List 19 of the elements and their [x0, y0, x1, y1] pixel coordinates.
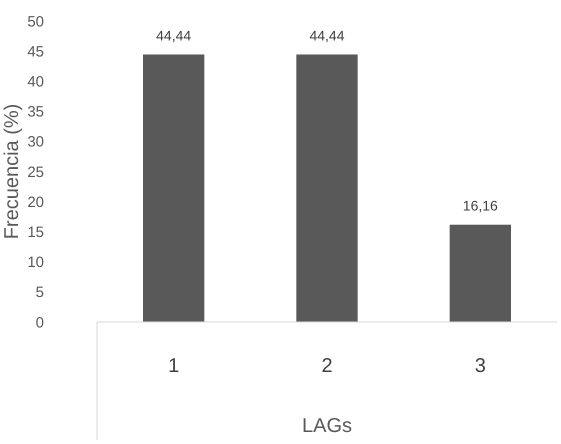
- x-tick-label: 1: [168, 355, 180, 377]
- y-tick-label: 35: [27, 104, 44, 121]
- y-tick-label: 40: [27, 73, 44, 90]
- y-tick-label: 15: [27, 224, 44, 241]
- y-axis-title: Frecuencia (%): [1, 104, 23, 240]
- x-tick-label: 3: [474, 355, 486, 377]
- y-tick-label: 20: [27, 194, 44, 211]
- y-tick-label: 25: [27, 164, 44, 181]
- data-label: 44,44: [309, 27, 345, 44]
- x-axis-title: LAGs: [302, 415, 352, 437]
- data-label: 44,44: [156, 27, 192, 44]
- y-tick-label: 45: [27, 43, 44, 60]
- y-tick-label: 50: [27, 13, 44, 30]
- y-tick-label: 30: [27, 134, 44, 151]
- y-tick-label: 0: [36, 314, 44, 332]
- x-tick-label: 2: [321, 355, 333, 377]
- y-tick-label: 10: [27, 254, 44, 272]
- data-label: 16,16: [462, 198, 498, 214]
- y-tick-label: 5: [36, 284, 44, 302]
